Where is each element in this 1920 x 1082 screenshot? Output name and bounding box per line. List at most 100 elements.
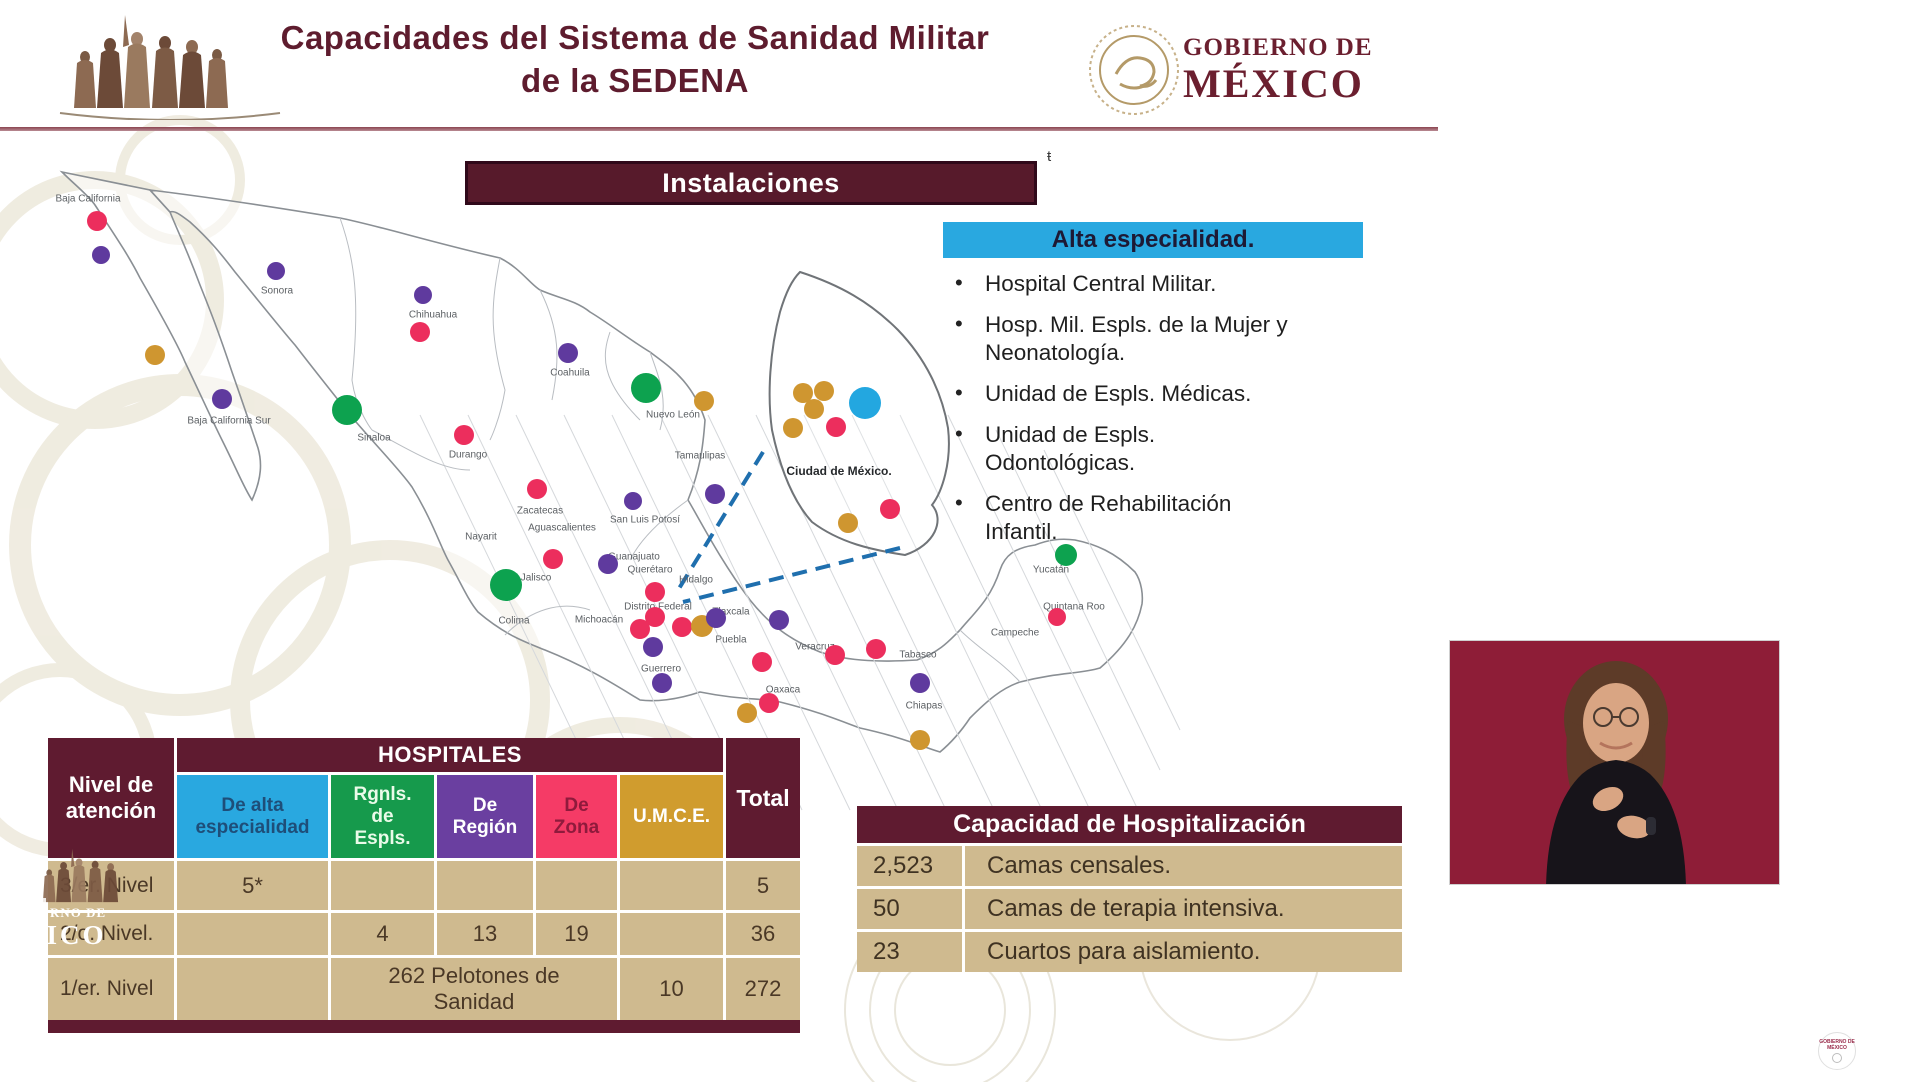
capacity-label: Cuartos para aislamiento. (965, 932, 1402, 972)
installation-dot-pink (527, 479, 547, 499)
watermark-overlay-box (0, 898, 46, 1016)
column-header-cell: De Zona (536, 775, 617, 858)
item-text: Hospital Central Militar. (985, 271, 1217, 296)
installation-dot-gold (814, 381, 834, 401)
gobierno-logo-text: GOBIERNO DE MÉXICO (1183, 34, 1413, 107)
installation-dot-purple (769, 610, 789, 630)
item-text: Centro de Rehabilitación Infantil. (985, 491, 1232, 544)
installation-dot-purple (652, 673, 672, 693)
installation-dot-gold (838, 513, 858, 533)
state-label: Querétaro (627, 564, 673, 576)
alta-especialidad-item: • Unidad de Espls. Odontológicas. (955, 421, 1355, 477)
value-cell (536, 861, 617, 910)
installation-dot-pink (630, 619, 650, 639)
title-line-1: Capacidades del Sistema de Sanidad Milit… (280, 19, 990, 56)
installation-dot-gold (145, 345, 165, 365)
bullet-icon: • (955, 421, 963, 446)
installation-dot-purple (910, 673, 930, 693)
value-cell (620, 861, 723, 910)
installation-dot-gold (793, 383, 813, 403)
item-text: Unidad de Espls. Odontológicas. (985, 422, 1156, 475)
alta-especialidad-item: • Hospital Central Militar. (955, 270, 1355, 298)
state-label: Tabasco (899, 649, 937, 661)
installation-dot-pink (1048, 608, 1066, 626)
state-label: Aguascalientes (528, 522, 596, 534)
installation-dot-gold (694, 391, 714, 411)
state-label: Sonora (260, 285, 294, 297)
value-cell: 13 (437, 913, 533, 955)
installation-dot-green (631, 373, 661, 403)
sign-language-interpreter-video (1449, 640, 1780, 885)
state-label: Campeche (990, 627, 1040, 639)
column-header-cell: Rgnls. de Espls. (331, 775, 434, 858)
alta-especialidad-header: Alta especialidad. (943, 222, 1363, 258)
state-label: Sinaloa (357, 432, 391, 444)
state-label: Quintana Roo (1043, 601, 1105, 613)
state-label: Michoacán (574, 614, 624, 626)
value-cell: 4 (331, 913, 434, 955)
installation-dot-pink (866, 639, 886, 659)
gobierno-stamp-icon: GOBIERNO DE MÉXICO (1818, 1032, 1856, 1070)
state-label: Tlaxcala (712, 606, 750, 618)
state-label: Nuevo León (646, 409, 700, 421)
installation-dot-pink (759, 693, 779, 713)
bullet-icon: • (955, 380, 963, 405)
bullet-icon: • (955, 490, 963, 515)
header-divider (0, 127, 1438, 131)
capacidad-table: Capacidad de Hospitalización 2,523 Camas … (857, 806, 1402, 972)
stray-mark: ŧ (1047, 148, 1052, 165)
total-header-cell: Total (726, 738, 800, 858)
alta-especialidad-list: • Hospital Central Militar. • Hosp. Mil. Es… (955, 270, 1355, 559)
column-header-cell: U.M.C.E. (620, 775, 723, 858)
state-label: Veracruz (795, 641, 835, 653)
bullet-icon: • (955, 270, 963, 295)
state-label: San Luis Potosí (609, 514, 681, 526)
state-label: Chihuahua (408, 309, 458, 321)
map-layer: Baja California Sonora Chihuahua Coahuila Ba… (55, 193, 1105, 750)
installation-dot-pink (880, 499, 900, 519)
installation-dot-blue (849, 387, 881, 419)
state-label: Baja California (55, 193, 121, 205)
watermark-text-fragment: XICO (24, 920, 107, 950)
value-cell: 10 (620, 958, 723, 1020)
state-label: Chiapas (905, 700, 943, 712)
value-cell (177, 958, 328, 1020)
installation-dot-purple (414, 286, 432, 304)
installation-dot-pink (825, 645, 845, 665)
installation-dot-pink (752, 652, 772, 672)
installation-dot-purple (212, 389, 232, 409)
title-line-2: de la SEDENA (521, 62, 749, 99)
installation-dot-pink (826, 417, 846, 437)
group-header-cell: HOSPITALES (177, 738, 723, 772)
mexico-emblem-icon (1089, 25, 1179, 115)
column-header-cell: De alta especialidad (177, 775, 328, 858)
bullet-icon: • (955, 311, 963, 336)
capacity-label: Camas censales. (965, 846, 1402, 886)
page-title: Capacidades del Sistema de Sanidad Milit… (195, 16, 1075, 102)
value-cell: 262 Pelotones de Sanidad (331, 958, 617, 1020)
installation-dot-green (1055, 544, 1077, 566)
installation-dot-pink (645, 582, 665, 602)
installation-dot-pink (543, 549, 563, 569)
state-label: Guanajuato (608, 551, 660, 563)
state-label: Puebla (715, 634, 747, 646)
figures-watermark (42, 848, 119, 903)
value-cell (331, 861, 434, 910)
state-label: Colima (498, 615, 530, 627)
installation-dot-gold (804, 399, 824, 419)
installation-dot-purple (558, 343, 578, 363)
value-cell: 19 (536, 913, 617, 955)
total-value-cell: 272 (726, 958, 800, 1020)
installation-dot-pink (645, 607, 665, 627)
installation-dot-gold (910, 730, 930, 750)
state-label: Baja California Sur (187, 415, 271, 427)
level-label-cell: 2/o. Nivel. (48, 913, 174, 955)
alta-especialidad-title: Alta especialidad. (1051, 226, 1255, 253)
watermark-text-fragment: RNO DE (50, 905, 107, 920)
alta-especialidad-item: • Centro de Rehabilitación Infantil. (955, 490, 1355, 546)
capacidad-title: Capacidad de Hospitalización (857, 806, 1402, 843)
installation-dot-purple (267, 262, 285, 280)
state-label: Zacatecas (516, 505, 564, 517)
alta-especialidad-item: • Unidad de Espls. Médicas. (955, 380, 1355, 408)
value-cell (177, 913, 328, 955)
